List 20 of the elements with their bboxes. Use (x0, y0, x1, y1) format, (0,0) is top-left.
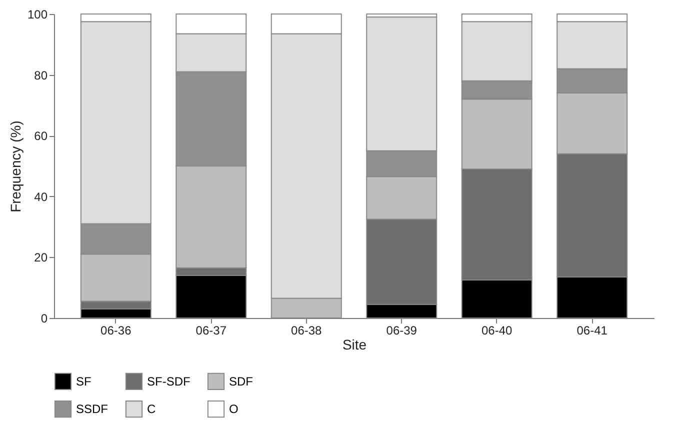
legend-label: C (147, 402, 156, 416)
y-tick-label: 40 (34, 190, 48, 204)
legend-label: SF (76, 374, 92, 388)
y-tick-label: 0 (40, 312, 48, 326)
x-tick-label: 06-37 (196, 324, 227, 338)
y-axis-title: Frequency (%) (7, 120, 24, 212)
y-tick-label: 60 (34, 129, 48, 144)
y-tick-label: 80 (34, 68, 48, 82)
x-tick-label: 06-41 (576, 324, 608, 338)
y-tick-label: 100 (27, 8, 48, 22)
x-tick-label: 06-40 (482, 324, 513, 338)
y-tick-label: 20 (34, 250, 48, 265)
legend-label: SSDF (76, 402, 108, 416)
x-tick-label: 06-36 (100, 324, 132, 338)
legend-label: SDF (229, 374, 253, 388)
x-axis-title: Site (342, 336, 367, 352)
legend-label: SF-SDF (147, 374, 190, 388)
x-tick-label: 06-38 (291, 324, 322, 338)
x-tick-label: 06-39 (386, 324, 418, 338)
legend-label: O (229, 402, 238, 416)
